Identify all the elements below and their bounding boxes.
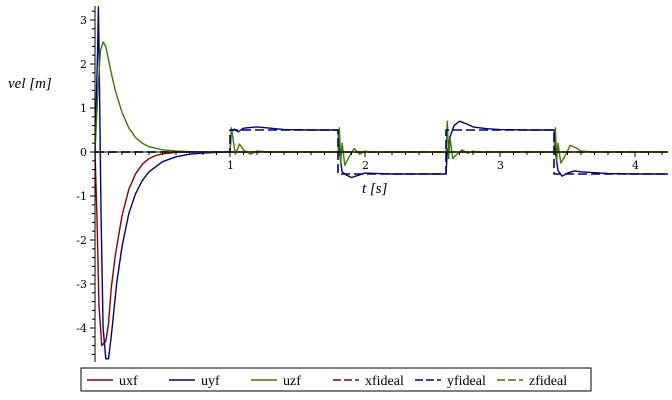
legend-label-xfideal: xfideal xyxy=(365,374,404,389)
y-tick-label: 3 xyxy=(80,14,87,27)
legend-label-yfideal: yfideal xyxy=(447,374,486,389)
y-tick-label: 1 xyxy=(80,102,87,115)
legend-label-uzf: uzf xyxy=(283,374,301,389)
legend-label-uxf: uxf xyxy=(119,374,138,389)
y-tick-label: 0 xyxy=(80,146,87,159)
legend-label-uyf: uyf xyxy=(201,374,220,389)
series-line-uzf xyxy=(94,41,668,166)
legend: uxf uyf uzf xfideal yfideal zfideal xyxy=(80,367,592,392)
axes: 1 2 3 4 3 2 1 0 -1 -2 -3 -4 xyxy=(76,6,668,362)
x-tick-label: 3 xyxy=(497,159,504,172)
y-axis-label: vel [m] xyxy=(8,76,52,92)
legend-label-zfideal: zfideal xyxy=(529,374,567,389)
y-tick-label: -1 xyxy=(76,190,87,203)
x-tick-label: 1 xyxy=(227,159,234,172)
x-tick-label: 2 xyxy=(362,159,369,172)
x-axis-label: t [s] xyxy=(362,181,388,197)
y-tick-label: 2 xyxy=(80,58,87,71)
y-tick-label: -2 xyxy=(76,234,87,247)
x-tick-label: 4 xyxy=(632,159,639,172)
y-tick-label: -4 xyxy=(76,322,87,335)
y-tick-label: -3 xyxy=(76,278,87,291)
